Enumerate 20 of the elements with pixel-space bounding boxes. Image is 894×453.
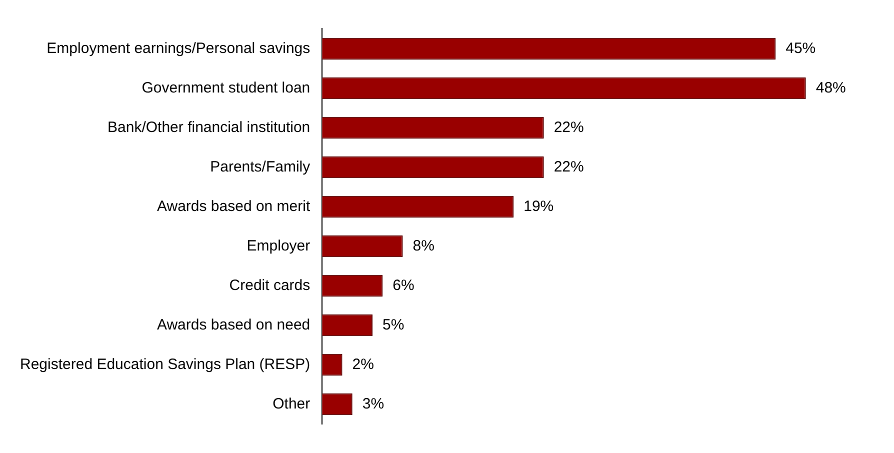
data-label: 8% — [412, 237, 434, 254]
y-tick-label: Government student loan — [142, 79, 310, 96]
data-label: 5% — [382, 316, 404, 334]
y-tick-label: Awards based on merit — [157, 198, 311, 215]
y-tick-label: Credit cards — [229, 276, 310, 294]
y-tick-label: Registered Education Savings Plan (RESP) — [20, 356, 310, 373]
data-label: 22% — [554, 118, 584, 136]
data-label: 6% — [392, 276, 414, 294]
data-label: 48% — [816, 79, 846, 96]
y-tick-label: Parents/Family — [210, 158, 311, 176]
y-tick-label: Employment earnings/Personal savings — [46, 40, 310, 57]
data-label: 19% — [524, 198, 554, 215]
data-label: 45% — [786, 40, 816, 57]
data-label: 2% — [352, 356, 374, 373]
y-tick-label: Other — [272, 395, 310, 412]
y-tick-label: Bank/Other financial institution — [108, 118, 310, 136]
y-tick-label: Awards based on need — [156, 316, 310, 334]
data-label: 22% — [554, 158, 584, 176]
data-label: 3% — [362, 395, 384, 412]
y-tick-label: Employer — [246, 237, 310, 254]
